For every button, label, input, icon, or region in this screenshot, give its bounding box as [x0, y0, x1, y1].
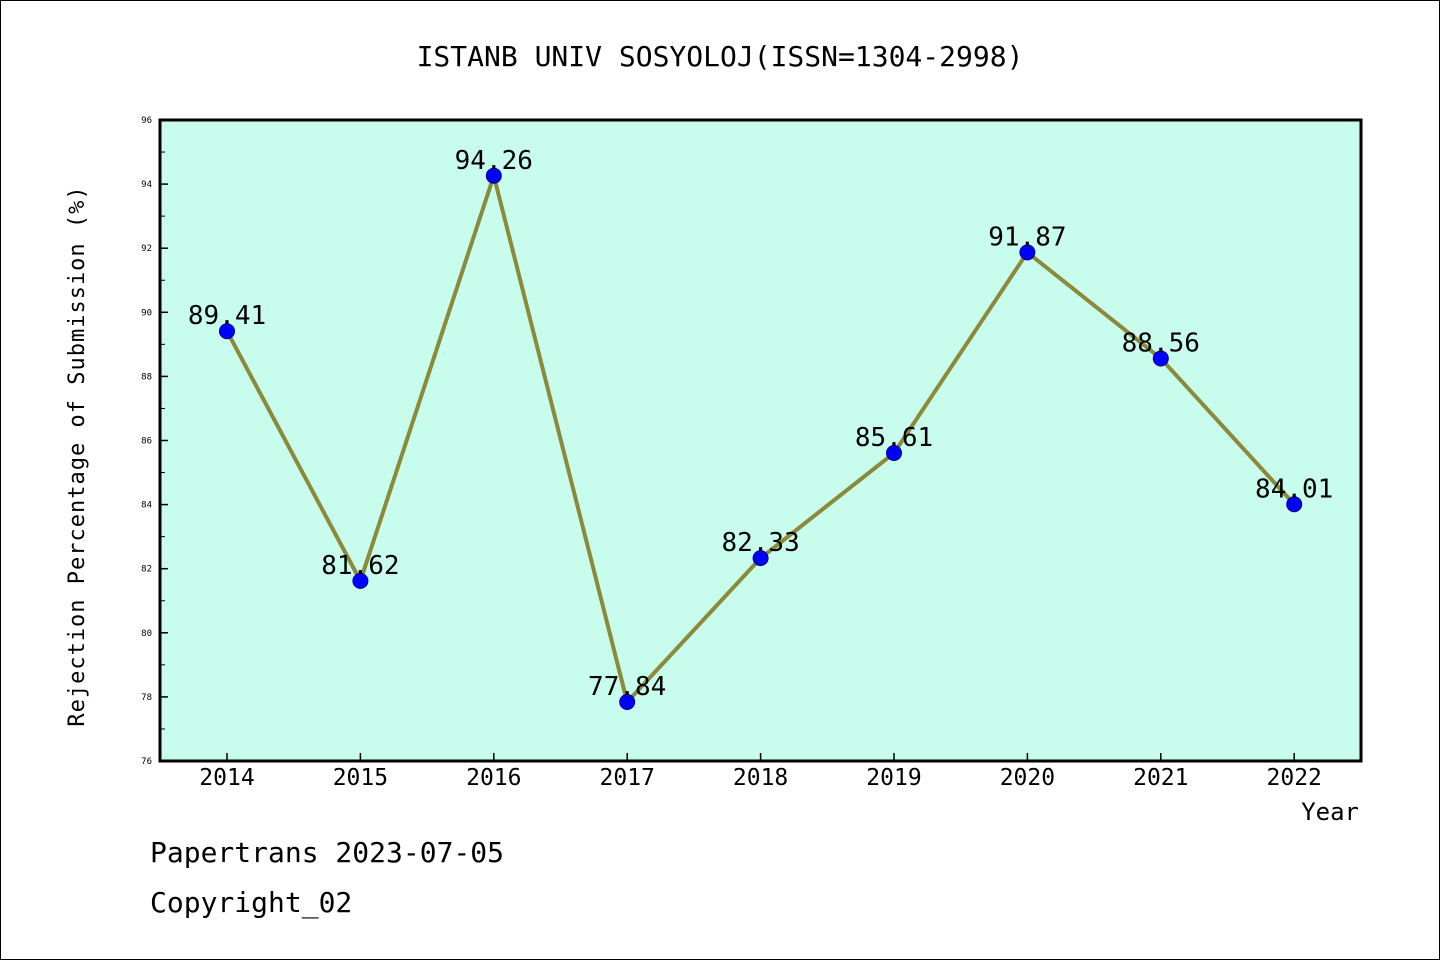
plot-border	[158, 118, 1363, 763]
data-label: 94.26	[455, 146, 533, 176]
x-tick-label: 2015	[333, 765, 388, 791]
data-label: 85.61	[855, 423, 933, 453]
chart-title: ISTANB UNIV SOSYOLOJ(ISSN=1304-2998)	[417, 40, 1024, 73]
data-point	[1286, 496, 1303, 513]
x-tick-label: 2020	[1000, 765, 1055, 791]
x-tick-label: 2019	[866, 765, 921, 791]
x-axis-label: Year	[1301, 798, 1359, 826]
data-points	[219, 167, 1303, 711]
x-axis: 2014 2015 2016 2017 2018 2019 2020 2021 2022	[199, 753, 1322, 791]
y-tick-label: 96	[141, 116, 152, 126]
data-labels: 89.41 81.62 94.26 77.84 82.33 85.61 91.87 88.56…	[188, 146, 1333, 702]
x-tick-label: 2022	[1267, 765, 1322, 791]
y-tick-label: 90	[141, 308, 152, 318]
y-tick-label: 80	[141, 629, 152, 639]
y-tick-label: 76	[141, 757, 152, 767]
data-label: 82.33	[721, 528, 799, 558]
y-axis: 76 78 80 82 84 86 88 90 92 94 96	[141, 116, 168, 767]
y-tick-label: 92	[141, 244, 152, 254]
x-tick-label: 2018	[733, 765, 788, 791]
data-label: 88.56	[1122, 328, 1200, 358]
footer-copyright: Copyright_02	[150, 886, 353, 919]
data-label: 81.62	[321, 551, 399, 581]
data-point	[352, 572, 369, 589]
y-tick-label: 84	[141, 501, 152, 511]
data-point	[886, 444, 902, 461]
y-tick-label: 88	[141, 372, 152, 382]
x-tick-label: 2017	[600, 765, 655, 791]
data-label: 91.87	[988, 222, 1066, 252]
y-tick-label: 94	[141, 180, 152, 190]
plot-area	[160, 120, 1361, 761]
data-point	[619, 694, 636, 711]
data-label: 89.41	[188, 301, 266, 331]
y-tick-label: 86	[141, 437, 152, 447]
data-point	[485, 167, 502, 184]
y-tick-label: 82	[141, 565, 152, 575]
data-point	[752, 550, 769, 567]
data-label: 77.84	[588, 672, 666, 702]
data-point	[1019, 244, 1036, 261]
x-tick-label: 2014	[199, 765, 254, 791]
x-tick-label: 2016	[466, 765, 521, 791]
data-point	[1152, 350, 1169, 367]
footer-date: Papertrans 2023-07-05	[150, 836, 505, 869]
y-tick-label: 78	[141, 693, 152, 703]
data-label: 84.01	[1255, 474, 1333, 504]
y-axis-label: Rejection Percentage of Submission (%)	[65, 185, 90, 726]
x-tick-label: 2021	[1133, 765, 1188, 791]
data-point	[219, 323, 235, 340]
